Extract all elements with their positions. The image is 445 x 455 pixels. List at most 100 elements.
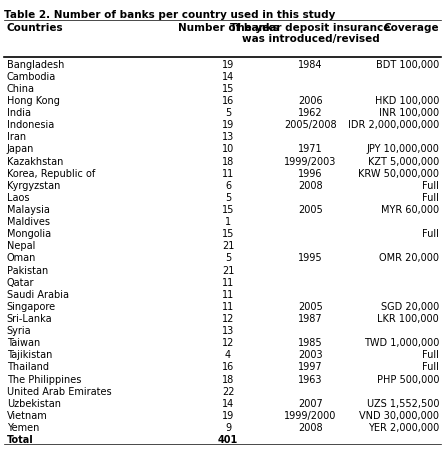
Text: 2007: 2007 (298, 398, 323, 408)
Text: 16: 16 (222, 96, 234, 106)
Text: 2008: 2008 (298, 422, 323, 432)
Text: Tajikistan: Tajikistan (7, 349, 52, 359)
Text: Oman: Oman (7, 253, 36, 263)
Text: 5: 5 (225, 192, 231, 202)
Text: Vietnam: Vietnam (7, 410, 48, 420)
Text: Table 2. Number of banks per country used in this study: Table 2. Number of banks per country use… (4, 10, 336, 20)
Text: UZS 1,552,500: UZS 1,552,500 (367, 398, 439, 408)
Text: 15: 15 (222, 205, 234, 215)
Text: Malaysia: Malaysia (7, 205, 49, 215)
Text: Cambodia: Cambodia (7, 72, 56, 81)
Text: 1996: 1996 (298, 168, 323, 178)
Text: India: India (7, 108, 31, 118)
Text: 14: 14 (222, 72, 234, 81)
Text: 2003: 2003 (298, 349, 323, 359)
Text: 18: 18 (222, 374, 234, 384)
Text: 1963: 1963 (298, 374, 323, 384)
Text: 2005: 2005 (298, 301, 323, 311)
Text: Iran: Iran (7, 132, 26, 142)
Text: 12: 12 (222, 338, 234, 348)
Text: Thailand: Thailand (7, 362, 49, 372)
Text: 1962: 1962 (298, 108, 323, 118)
Text: 5: 5 (225, 108, 231, 118)
Text: MYR 60,000: MYR 60,000 (381, 205, 439, 215)
Text: OMR 20,000: OMR 20,000 (379, 253, 439, 263)
Text: Uzbekistan: Uzbekistan (7, 398, 61, 408)
Text: 12: 12 (222, 313, 234, 324)
Text: 6: 6 (225, 181, 231, 190)
Text: 1987: 1987 (298, 313, 323, 324)
Text: PHP 500,000: PHP 500,000 (377, 374, 439, 384)
Text: 2008: 2008 (298, 181, 323, 190)
Text: 2006: 2006 (298, 96, 323, 106)
Text: 16: 16 (222, 362, 234, 372)
Text: Total: Total (7, 434, 33, 444)
Text: 19: 19 (222, 410, 234, 420)
Text: Singapore: Singapore (7, 301, 56, 311)
Text: Full: Full (422, 362, 439, 372)
Text: 10: 10 (222, 144, 234, 154)
Text: 1999/2000: 1999/2000 (284, 410, 336, 420)
Text: KZT 5,000,000: KZT 5,000,000 (368, 156, 439, 166)
Text: 11: 11 (222, 301, 234, 311)
Text: Saudi Arabia: Saudi Arabia (7, 289, 69, 299)
Text: China: China (7, 84, 35, 94)
Text: LKR 100,000: LKR 100,000 (377, 313, 439, 324)
Text: Kazakhstan: Kazakhstan (7, 156, 63, 166)
Text: Nepal: Nepal (7, 241, 35, 251)
Text: Full: Full (422, 192, 439, 202)
Text: Indonesia: Indonesia (7, 120, 54, 130)
Text: Yemen: Yemen (7, 422, 39, 432)
Text: BDT 100,000: BDT 100,000 (376, 60, 439, 70)
Text: Bangladesh: Bangladesh (7, 60, 64, 70)
Text: Maldives: Maldives (7, 217, 50, 227)
Text: INR 100,000: INR 100,000 (379, 108, 439, 118)
Text: 401: 401 (218, 434, 238, 444)
Text: 14: 14 (222, 398, 234, 408)
Text: United Arab Emirates: United Arab Emirates (7, 386, 111, 396)
Text: KRW 50,000,000: KRW 50,000,000 (358, 168, 439, 178)
Text: 21: 21 (222, 241, 234, 251)
Text: The Philippines: The Philippines (7, 374, 81, 384)
Text: 19: 19 (222, 60, 234, 70)
Text: JPY 10,000,000: JPY 10,000,000 (366, 144, 439, 154)
Text: 1995: 1995 (298, 253, 323, 263)
Text: Kyrgyzstan: Kyrgyzstan (7, 181, 60, 190)
Text: Mongolia: Mongolia (7, 229, 51, 239)
Text: Sri-Lanka: Sri-Lanka (7, 313, 53, 324)
Text: 4: 4 (225, 349, 231, 359)
Text: 11: 11 (222, 277, 234, 287)
Text: 21: 21 (222, 265, 234, 275)
Text: Korea, Republic of: Korea, Republic of (7, 168, 95, 178)
Text: Pakistan: Pakistan (7, 265, 48, 275)
Text: IDR 2,000,000,000: IDR 2,000,000,000 (348, 120, 439, 130)
Text: Hong Kong: Hong Kong (7, 96, 60, 106)
Text: Full: Full (422, 229, 439, 239)
Text: Laos: Laos (7, 192, 29, 202)
Text: 13: 13 (222, 132, 234, 142)
Text: TWD 1,000,000: TWD 1,000,000 (364, 338, 439, 348)
Text: Coverage: Coverage (384, 23, 439, 33)
Text: 1984: 1984 (298, 60, 323, 70)
Text: 1971: 1971 (298, 144, 323, 154)
Text: Taiwan: Taiwan (7, 338, 40, 348)
Text: HKD 100,000: HKD 100,000 (375, 96, 439, 106)
Text: 11: 11 (222, 168, 234, 178)
Text: 2005/2008: 2005/2008 (284, 120, 337, 130)
Text: 15: 15 (222, 229, 234, 239)
Text: 1: 1 (225, 217, 231, 227)
Text: 1997: 1997 (298, 362, 323, 372)
Text: 18: 18 (222, 156, 234, 166)
Text: YER 2,000,000: YER 2,000,000 (368, 422, 439, 432)
Text: VND 30,000,000: VND 30,000,000 (359, 410, 439, 420)
Text: 1999/2003: 1999/2003 (284, 156, 336, 166)
Text: 5: 5 (225, 253, 231, 263)
Text: 1985: 1985 (298, 338, 323, 348)
Text: The year deposit insurance
was introduced/revised: The year deposit insurance was introduce… (230, 23, 391, 44)
Text: 9: 9 (225, 422, 231, 432)
Text: Syria: Syria (7, 325, 31, 335)
Text: 22: 22 (222, 386, 235, 396)
Text: Full: Full (422, 181, 439, 190)
Text: Number of banks: Number of banks (178, 23, 279, 33)
Text: SGD 20,000: SGD 20,000 (381, 301, 439, 311)
